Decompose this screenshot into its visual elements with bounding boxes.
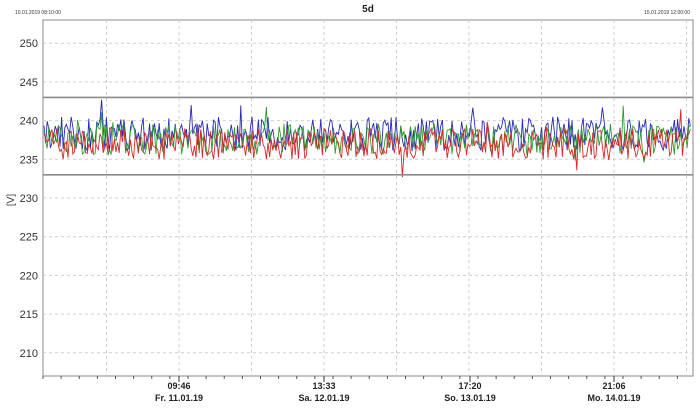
x-tick-time: 09:46 [167, 381, 190, 391]
x-tick-date: Fr. 11.01.19 [155, 393, 203, 403]
range-end-label: 15.01.2019 12:00:00 [644, 10, 690, 16]
chart-title: 5d [362, 4, 374, 15]
x-axis-ticks: 09:46 Fr. 11.01.19 13:33 Sa. 12.01.19 17:20 S… [42, 376, 678, 403]
y-tick-label: 245 [20, 77, 38, 89]
x-tick-time: 21:06 [602, 381, 625, 391]
x-tick-time: 17:20 [458, 381, 481, 391]
y-tick-label: 235 [20, 154, 38, 166]
series-layer [43, 99, 691, 178]
y-tick-label: 225 [20, 232, 38, 244]
x-tick-date: Sa. 12.01.19 [298, 393, 349, 403]
y-axis-label: [V] [6, 194, 17, 206]
series-line-3 [43, 109, 691, 178]
y-tick-label: 250 [20, 38, 38, 50]
y-tick-label: 240 [20, 116, 38, 128]
x-tick-time: 13:33 [312, 381, 335, 391]
y-tick-label: 215 [20, 309, 38, 321]
y-tick-label: 210 [20, 348, 38, 360]
gridlines [43, 20, 693, 376]
series-line-2 [43, 105, 691, 163]
limit-lines [43, 96, 693, 176]
x-tick-date: So. 13.01.19 [444, 393, 496, 403]
range-start-label: 10.01.2019 08:10:00 [15, 10, 61, 16]
y-tick-label: 230 [20, 193, 38, 205]
x-tick-date: Mo. 14.01.19 [587, 393, 640, 403]
y-tick-label: 220 [20, 270, 38, 282]
y-axis-ticks: 210 215 220 225 230 235 240 245 250 [20, 38, 38, 360]
